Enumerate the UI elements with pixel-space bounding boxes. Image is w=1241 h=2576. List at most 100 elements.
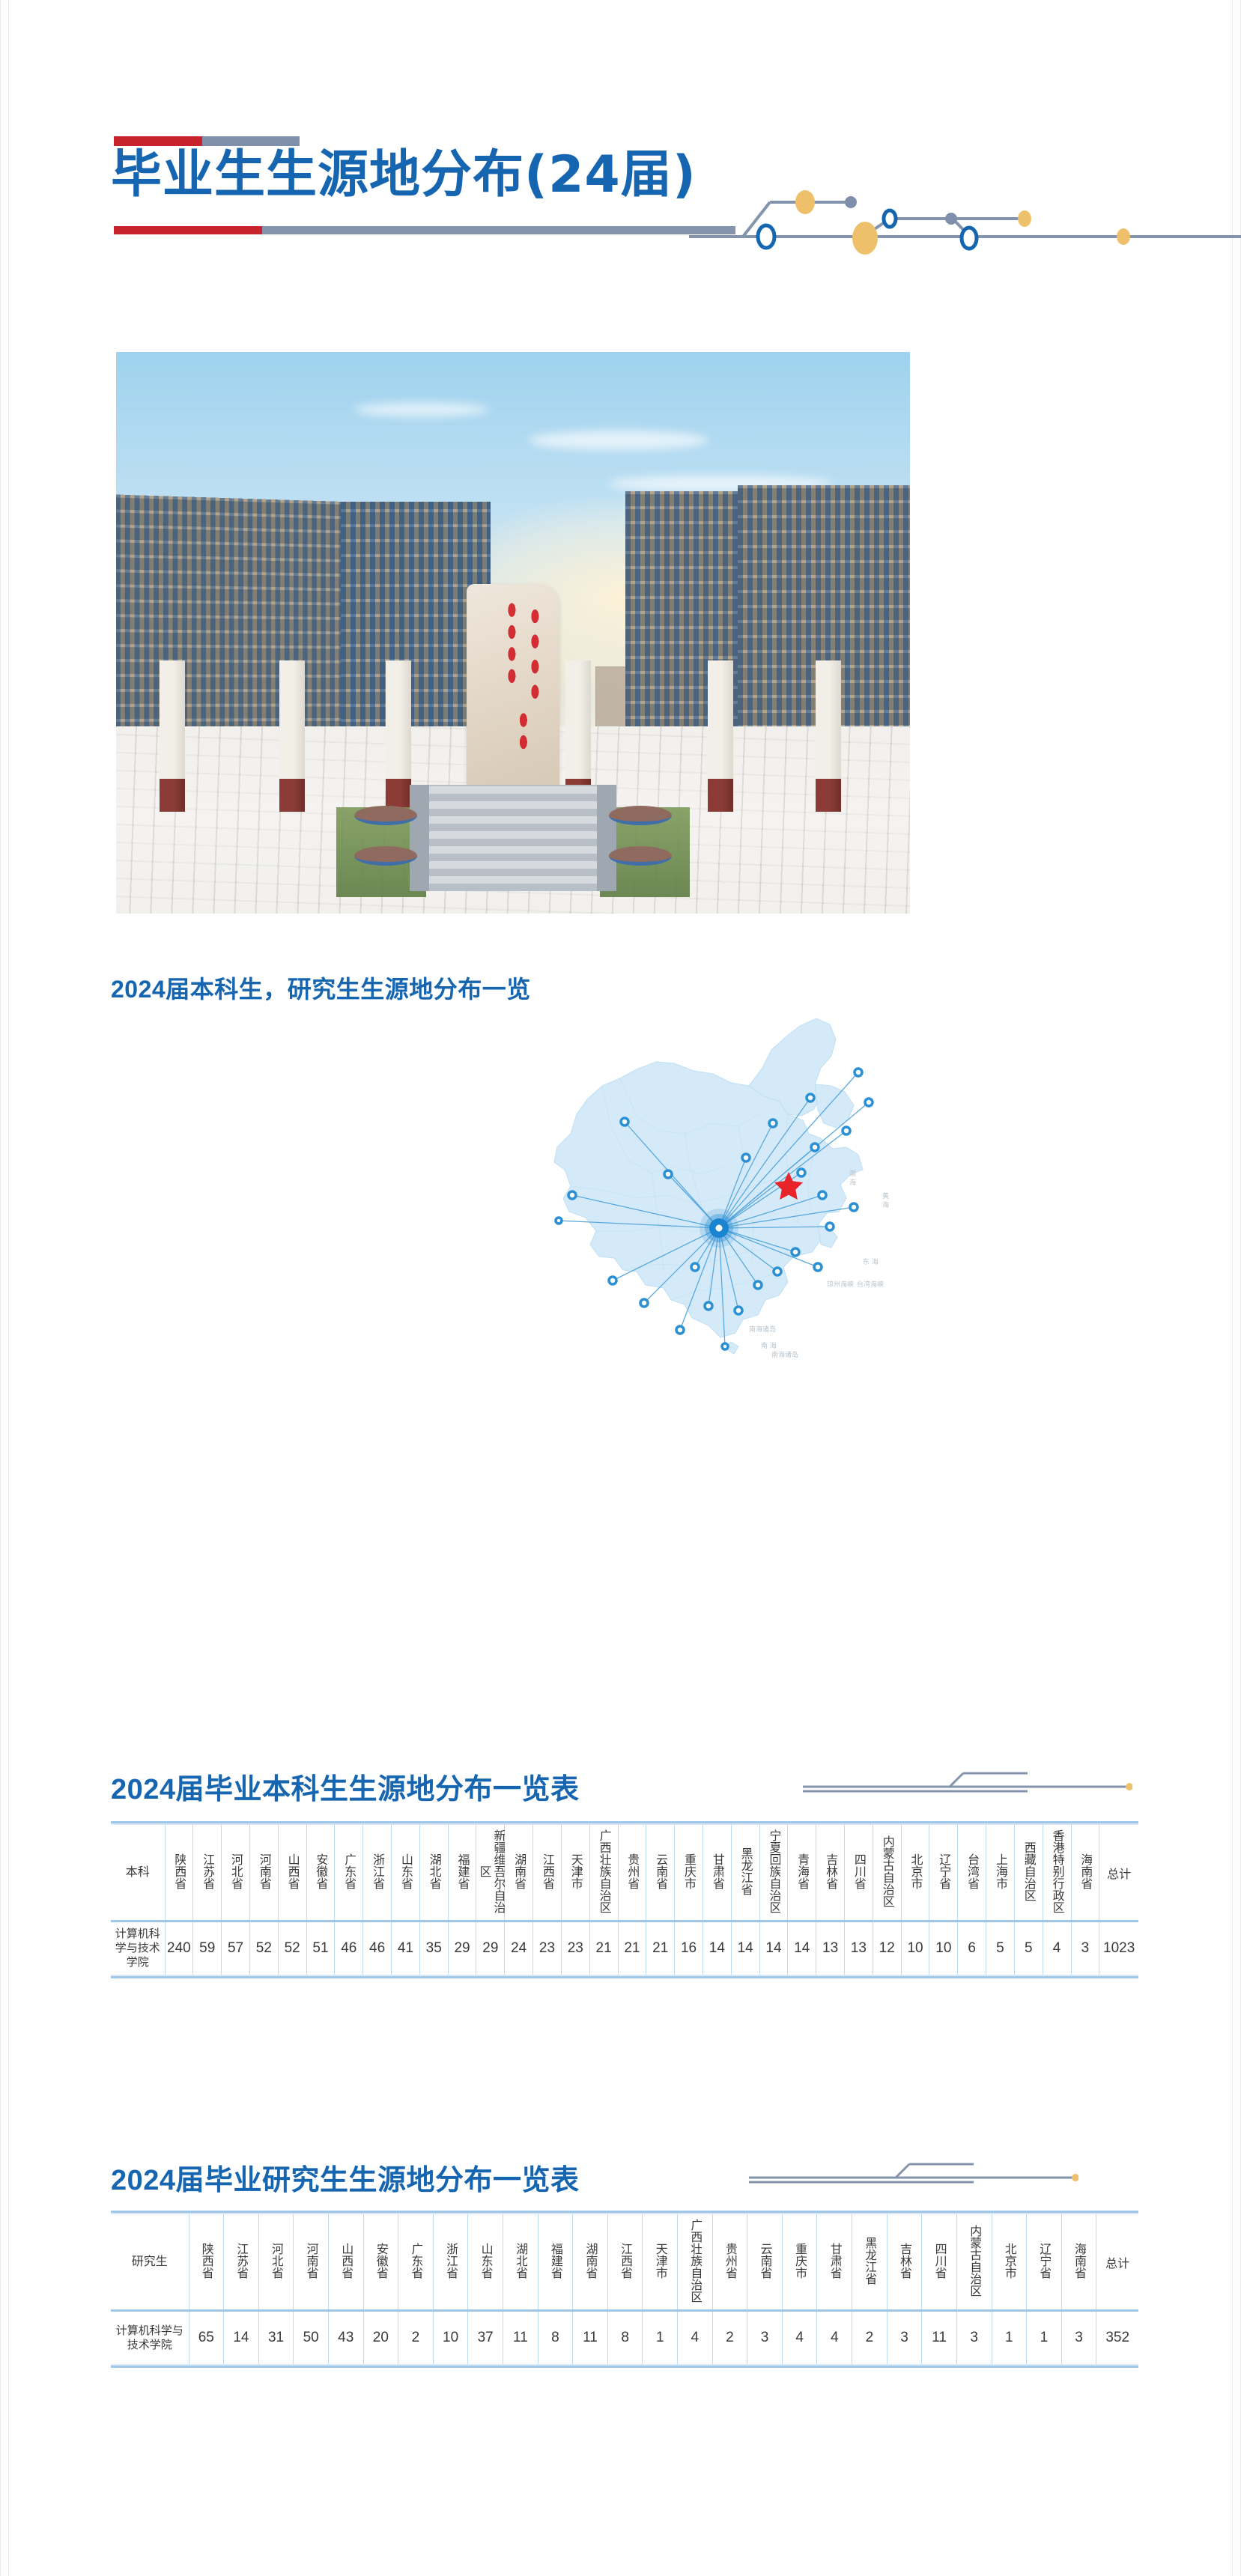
undergraduate-total-label: 总计 <box>1107 1868 1132 1882</box>
graduate-cell: 11 <box>572 2310 608 2364</box>
undergraduate-heading-decoration <box>803 1772 1132 1793</box>
undergraduate-table-rule-top <box>111 1821 1138 1825</box>
graduate-column-header: 重庆市 <box>781 2214 818 2310</box>
undergraduate-column-label: 山西省 <box>285 1853 299 1889</box>
graduate-column-header: 云南省 <box>747 2214 783 2310</box>
graduate-column-header: 四川省 <box>921 2214 957 2310</box>
map-sea-labels: 渤海 黄海 东 海 琼州海峡 台湾海峡 南海诸岛 南 海 南海诸岛 <box>749 1169 889 1359</box>
deco-node-gold-1 <box>795 190 815 214</box>
graduate-cell: 3 <box>886 2310 923 2364</box>
graduate-column-label: 北京市 <box>1002 2242 1016 2279</box>
graduate-column-header: 安徽省 <box>362 2214 399 2310</box>
graduate-column-header: 湖北省 <box>502 2214 538 2310</box>
planter-2 <box>354 846 417 866</box>
monument-calligraphy <box>503 601 549 758</box>
undergraduate-column-header: 内蒙古自治区 <box>872 1825 902 1921</box>
undergraduate-cell: 14 <box>730 1921 760 1975</box>
undergraduate-table: 本科 陕西省 江苏省 河北省 河南省 山西省 安徽省 广东省 浙江省 山东省 湖北省 福建省 新疆维吾尔… <box>111 1825 1138 1975</box>
page-title: 毕业生生源地分布(24届) <box>111 145 697 204</box>
graduate-column-label: 内蒙古自治区 <box>968 2224 981 2297</box>
graduate-column-label: 江西省 <box>619 2242 632 2279</box>
undergraduate-column-header: 青海省 <box>787 1825 817 1921</box>
undergraduate-column-label: 黑龙江省 <box>738 1847 752 1895</box>
graduate-cell: 8 <box>607 2310 643 2364</box>
graduate-corner-header: 研究生 <box>111 2214 189 2310</box>
undergraduate-column-header: 台湾省 <box>957 1825 987 1921</box>
undergraduate-column-label: 浙江省 <box>371 1853 384 1889</box>
undergraduate-cell: 23 <box>532 1921 562 1975</box>
campus-photo <box>116 352 910 914</box>
svg-text:南海诸岛: 南海诸岛 <box>749 1325 776 1334</box>
undergraduate-column-label: 吉林省 <box>824 1853 837 1889</box>
graduate-corner-label: 研究生 <box>131 2255 168 2269</box>
undergraduate-cell: 29 <box>447 1921 477 1975</box>
undergraduate-cell: 52 <box>277 1921 307 1975</box>
monument-steps <box>410 785 616 891</box>
undergraduate-cell: 46 <box>334 1921 364 1975</box>
undergraduate-column-label: 新疆维吾尔自治区 <box>477 1829 505 1913</box>
page-edge-right <box>1232 0 1241 2576</box>
undergraduate-column-label: 内蒙古自治区 <box>880 1835 893 1907</box>
title-rule-top-grey <box>202 136 300 146</box>
svg-text:琼州海峡: 琼州海峡 <box>827 1280 854 1289</box>
cloud-3 <box>354 402 489 416</box>
graduate-column-header: 天津市 <box>642 2214 679 2310</box>
svg-text:台湾海峡: 台湾海峡 <box>857 1280 884 1289</box>
undergraduate-column-header: 河北省 <box>221 1825 250 1921</box>
undergraduate-column-label: 安徽省 <box>314 1853 327 1889</box>
page-edge-left <box>0 0 9 2576</box>
undergraduate-column-header: 山西省 <box>277 1825 307 1921</box>
planter-1 <box>354 806 417 825</box>
undergraduate-cell: 4 <box>1042 1921 1072 1975</box>
undergraduate-column-label: 四川省 <box>852 1853 865 1889</box>
stone-pillar-3 <box>386 660 411 812</box>
undergraduate-column-header: 福建省 <box>447 1825 477 1921</box>
undergraduate-column-label: 海南省 <box>1078 1853 1092 1889</box>
svg-text:南 海: 南 海 <box>761 1341 777 1350</box>
undergraduate-column-label: 江西省 <box>540 1853 553 1889</box>
graduate-column-header: 山东省 <box>467 2214 503 2310</box>
undergraduate-column-label: 香港特别行政区 <box>1050 1829 1064 1913</box>
graduate-column-label: 陕西省 <box>199 2242 213 2279</box>
undergraduate-cell: 51 <box>306 1921 336 1975</box>
undergraduate-column-label: 广东省 <box>342 1853 356 1889</box>
undergraduate-column-header: 江西省 <box>532 1825 562 1921</box>
graduate-table-section: 研究生 陕西省 江苏省 河北省 河南省 山西省 安徽省 广东省 浙江省 山东省 湖北省 福建省 湖南省 江… <box>111 2211 1138 2368</box>
undergraduate-cell: 24 <box>504 1921 534 1975</box>
undergraduate-column-header: 黑龙江省 <box>730 1825 760 1921</box>
undergraduate-column-label: 北京市 <box>908 1853 922 1889</box>
undergraduate-column-label: 台湾省 <box>965 1853 979 1889</box>
undergraduate-column-label: 江苏省 <box>201 1853 214 1889</box>
graduate-cell: 1 <box>642 2310 679 2364</box>
graduate-column-header: 河南省 <box>293 2214 329 2310</box>
graduate-column-label: 江苏省 <box>234 2242 248 2279</box>
svg-text:南海诸岛: 南海诸岛 <box>771 1350 798 1359</box>
undergraduate-cell: 57 <box>221 1921 250 1975</box>
undergraduate-cell: 5 <box>1013 1921 1043 1975</box>
map-destination-nodes <box>554 1067 874 1351</box>
undergraduate-corner-label: 本科 <box>125 1866 150 1880</box>
undergraduate-column-header: 浙江省 <box>362 1825 392 1921</box>
graduate-column-label: 山西省 <box>339 2242 353 2279</box>
china-source-map: 渤海 黄海 东 海 琼州海峡 台湾海峡 南海诸岛 南 海 南海诸岛 <box>524 973 914 1363</box>
undergraduate-column-label: 青海省 <box>795 1853 809 1889</box>
undergraduate-cell: 46 <box>362 1921 392 1975</box>
graduate-cell: 37 <box>467 2310 503 2364</box>
undergraduate-total-header: 总计 <box>1099 1825 1138 1921</box>
graduate-column-label: 安徽省 <box>374 2242 387 2279</box>
graduate-column-label: 海南省 <box>1072 2242 1086 2279</box>
undergraduate-corner-header: 本科 <box>111 1825 166 1921</box>
graduate-column-label: 甘肃省 <box>828 2242 841 2279</box>
graduate-column-header: 贵州省 <box>711 2214 748 2310</box>
graduate-cell: 3 <box>956 2310 992 2364</box>
capital-star-icon <box>774 1172 803 1200</box>
graduate-column-header: 陕西省 <box>188 2214 225 2310</box>
deco-node-gold-2 <box>852 222 878 255</box>
graduate-column-header: 江西省 <box>607 2214 643 2310</box>
campus-photo-image <box>116 352 910 914</box>
undergraduate-cell: 5 <box>986 1921 1015 1975</box>
undergraduate-cell: 21 <box>646 1921 676 1975</box>
stone-pillar-5 <box>565 660 591 812</box>
undergraduate-column-header: 辽宁省 <box>929 1825 959 1921</box>
graduate-table-body: 计算机科学与技术学院 65 14 31 50 43 20 2 10 37 11 8 11 8 1 4 2 3 4 4 2… <box>111 2310 1138 2364</box>
